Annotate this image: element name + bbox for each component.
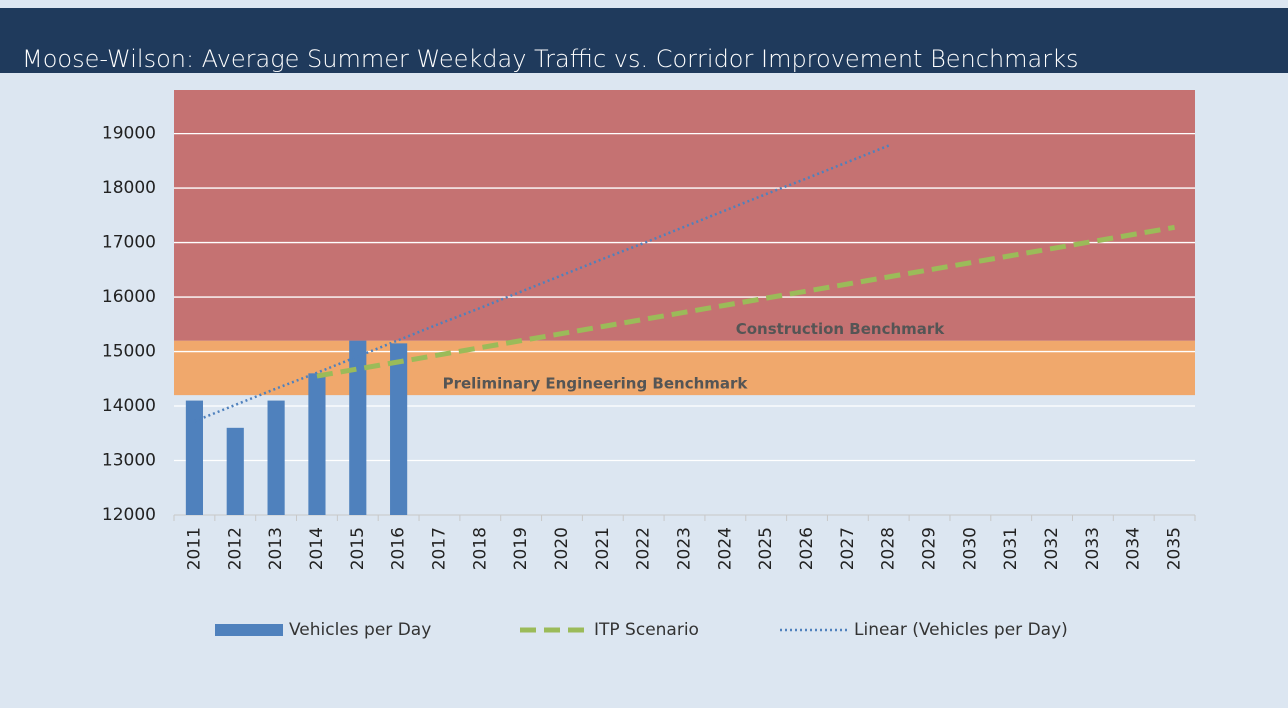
y-tick-label: 15000 xyxy=(102,342,156,362)
x-tick-label: 2025 xyxy=(756,527,776,570)
benchmark-band xyxy=(174,340,1195,396)
bar xyxy=(349,340,367,515)
x-tick-label: 2018 xyxy=(470,527,490,570)
x-tick-label: 2012 xyxy=(225,527,245,570)
y-tick-label: 14000 xyxy=(102,396,156,416)
y-tick-label: 12000 xyxy=(102,505,156,525)
x-tick-label: 2013 xyxy=(266,527,286,570)
x-tick-label: 2015 xyxy=(348,527,368,570)
y-tick-label: 18000 xyxy=(102,178,156,198)
legend-label: Vehicles per Day xyxy=(289,620,431,640)
x-tick-label: 2031 xyxy=(1001,527,1021,570)
bar xyxy=(185,400,203,515)
x-tick-label: 2021 xyxy=(593,527,613,570)
x-tick-label: 2028 xyxy=(879,527,899,570)
x-tick-label: 2016 xyxy=(389,527,409,570)
x-tick-label: 2023 xyxy=(675,527,695,570)
band-label: Preliminary Engineering Benchmark xyxy=(443,375,749,393)
x-tick-label: 2027 xyxy=(838,527,858,570)
x-tick-label: 2024 xyxy=(715,527,735,570)
bar xyxy=(308,373,326,515)
y-tick-label: 17000 xyxy=(102,233,156,253)
x-tick-label: 2033 xyxy=(1083,527,1103,570)
x-tick-label: 2034 xyxy=(1124,527,1144,570)
line-series xyxy=(316,224,1176,379)
x-tick-label: 2011 xyxy=(184,527,204,570)
bar xyxy=(390,343,408,515)
legend-label: Linear (Vehicles per Day) xyxy=(854,620,1068,640)
y-tick-label: 19000 xyxy=(102,124,156,144)
bar xyxy=(226,427,244,515)
x-tick-label: 2017 xyxy=(429,527,449,570)
y-tick-label: 13000 xyxy=(102,451,156,471)
x-tick-label: 2019 xyxy=(511,527,531,570)
x-tick-label: 2020 xyxy=(552,527,572,570)
title-band xyxy=(0,8,1288,73)
x-tick-label: 2030 xyxy=(960,527,980,570)
x-tick-label: 2035 xyxy=(1165,527,1185,570)
x-tick-label: 2026 xyxy=(797,527,817,570)
legend-label: ITP Scenario xyxy=(594,620,699,640)
x-tick-label: 2014 xyxy=(307,527,327,570)
legend-swatch xyxy=(215,624,283,636)
benchmark-band xyxy=(174,90,1195,341)
chart-title: Moose-Wilson: Average Summer Weekday Tra… xyxy=(22,45,1079,73)
y-tick-label: 16000 xyxy=(102,287,156,307)
x-tick-label: 2022 xyxy=(634,527,654,570)
x-tick-label: 2029 xyxy=(920,527,940,570)
x-tick-label: 2032 xyxy=(1042,527,1062,570)
bar xyxy=(267,400,285,515)
band-label: Construction Benchmark xyxy=(736,320,946,338)
